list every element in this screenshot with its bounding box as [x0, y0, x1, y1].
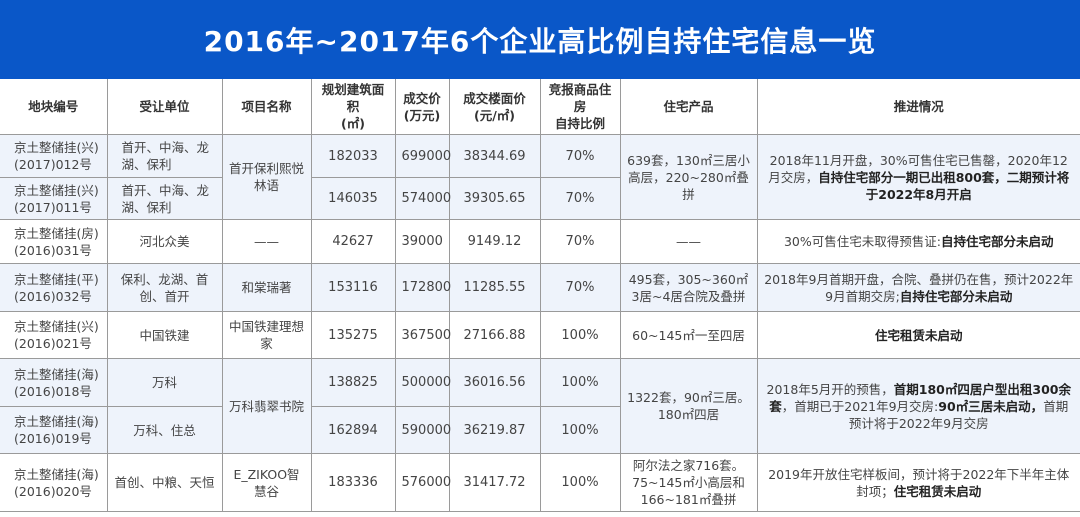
floor-price: 11285.55 — [448, 263, 541, 312]
header-product: 住宅产品 — [619, 79, 758, 135]
ratio: 70% — [539, 177, 620, 220]
floor-price: 36219.87 — [448, 406, 541, 454]
header-buyer: 受让单位 — [106, 79, 223, 135]
area: 153116 — [310, 263, 396, 312]
product: 阿尔法之家716套。75~145㎡小高层和166~181㎡叠拼 — [619, 453, 758, 512]
header-floor-price: 成交楼面价 (元/㎡) — [448, 79, 541, 135]
project-name: 和棠瑞著 — [221, 263, 312, 312]
buyer: 首开、中海、龙湖、保利 — [106, 134, 223, 178]
buyer: 首开、中海、龙湖、保利 — [106, 177, 223, 220]
area: 138825 — [310, 358, 396, 407]
price: 590000 — [394, 406, 451, 454]
project-name: —— — [221, 219, 312, 264]
floor-price: 36016.56 — [448, 358, 541, 407]
project-name: E_ZIKOO智慧谷 — [221, 453, 312, 512]
self-held-housing-table: 地块编号 受让单位 项目名称 规划建筑面积 (㎡) 成交价 (万元) 成交楼面价 (元… — [0, 79, 1080, 512]
progress: 2018年5月开的预售，首期180㎡四居户型出租300余套，首期已于2021年9… — [756, 358, 1080, 454]
header-row: 地块编号 受让单位 项目名称 规划建筑面积 (㎡) 成交价 (万元) 成交楼面价 (元… — [0, 79, 1080, 135]
floor-price: 27166.88 — [448, 311, 541, 359]
product: 1322套，90㎡三居。180㎡四居 — [619, 358, 758, 454]
price: 576000 — [394, 453, 451, 512]
ratio: 70% — [539, 134, 621, 178]
plot-id: 京土整储挂(海) (2016)019号 — [0, 406, 108, 454]
ratio: 100% — [539, 311, 621, 359]
plot-id: 京土整储挂(房) (2016)031号 — [0, 219, 108, 264]
table-row: 京土整储挂(房) (2016)031号 河北众美 —— 42627 39000 9… — [0, 219, 1080, 264]
buyer: 中国铁建 — [106, 311, 223, 359]
plot-id: 京土整储挂(海) (2016)018号 — [0, 358, 108, 407]
table-row: 京土整储挂(海) (2016)018号 万科 万科翡翠书院 138825 5000… — [0, 358, 1080, 454]
table-row: 京土整储挂(兴) (2017)012号 首开、中海、龙湖、保利 首开保利熙悦林语 … — [0, 134, 1080, 220]
price: 500000 — [394, 358, 451, 407]
table-row: 京土整储挂(平) (2016)032号 保利、龙湖、首创、首开 和棠瑞著 1531… — [0, 263, 1080, 312]
plot-id: 京土整储挂(兴) (2017)012号 — [0, 134, 108, 178]
buyer: 河北众美 — [106, 219, 223, 264]
price: 699000 — [394, 134, 451, 178]
price: 172800 — [394, 263, 451, 312]
product: 639套，130㎡三居小高层，220~280㎡叠拼 — [619, 134, 758, 220]
project-name: 万科翡翠书院 — [221, 358, 312, 454]
plot-id: 京土整储挂(平) (2016)032号 — [0, 263, 108, 312]
ratio: 70% — [539, 263, 621, 312]
ratio: 70% — [539, 219, 621, 264]
floor-price: 31417.72 — [448, 453, 541, 512]
price: 367500 — [394, 311, 451, 359]
floor-price: 9149.12 — [448, 219, 541, 264]
plot-id: 京土整储挂(兴) (2016)021号 — [0, 311, 108, 359]
header-plot-id: 地块编号 — [0, 79, 108, 135]
header-ratio: 竞报商品住房 自持比例 — [539, 79, 621, 135]
page-title: 2016年~2017年6个企业高比例自持住宅信息一览 — [203, 24, 877, 58]
plot-id: 京土整储挂(海) (2016)020号 — [0, 453, 108, 512]
table-row: 京土整储挂(海) (2016)019号 万科、住总 162894 590000 3… — [0, 406, 1080, 454]
buyer: 保利、龙湖、首创、首开 — [106, 263, 223, 312]
area: 162894 — [310, 406, 396, 454]
ratio: 100% — [539, 358, 621, 407]
progress: 2018年9月首期开盘，合院、叠拼仍在售，预计2022年9月首期交房;自持住宅部… — [756, 263, 1080, 312]
product: —— — [619, 219, 758, 264]
ratio: 100% — [539, 453, 621, 512]
progress: 2018年11月开盘，30%可售住宅已售罄，2020年12月交房，自持住宅部分一… — [756, 134, 1080, 220]
area: 146035 — [310, 177, 396, 220]
progress: 住宅租赁未启动 — [756, 311, 1080, 359]
plot-id: 京土整储挂(兴) (2017)011号 — [0, 177, 108, 220]
project-name: 中国铁建理想家 — [221, 311, 312, 359]
product: 60~145㎡一至四居 — [619, 311, 758, 359]
project-name: 首开保利熙悦林语 — [221, 134, 312, 220]
table-row: 京土整储挂(海) (2016)020号 首创、中粮、天恒 E_ZIKOO智慧谷 1… — [0, 453, 1080, 512]
header-progress: 推进情况 — [756, 79, 1080, 135]
product: 495套，305~360㎡3居~4居合院及叠拼 — [619, 263, 758, 312]
header-price: 成交价 (万元) — [394, 79, 450, 135]
buyer: 首创、中粮、天恒 — [106, 453, 223, 512]
title-banner: 2016年~2017年6个企业高比例自持住宅信息一览 — [0, 0, 1080, 79]
progress: 2019年开放住宅样板间，预计将于2022年下半年主体封项；住宅租赁未启动 — [756, 453, 1080, 512]
floor-price: 38344.69 — [448, 134, 541, 178]
header-area: 规划建筑面积 (㎡) — [310, 79, 396, 135]
header-project: 项目名称 — [221, 79, 312, 135]
area: 182033 — [310, 134, 396, 178]
buyer: 万科 — [106, 358, 223, 407]
floor-price: 39305.65 — [448, 177, 541, 220]
ratio: 100% — [539, 406, 620, 454]
area: 183336 — [310, 453, 396, 512]
table-row: 京土整储挂(兴) (2017)011号 首开、中海、龙湖、保利 146035 57… — [0, 177, 1080, 220]
progress: 30%可售住宅未取得预售证:自持住宅部分未启动 — [756, 219, 1080, 264]
area: 42627 — [310, 219, 396, 264]
table-row: 京土整储挂(兴) (2016)021号 中国铁建 中国铁建理想家 135275 3… — [0, 311, 1080, 359]
price: 39000 — [394, 219, 450, 264]
price: 574000 — [394, 177, 451, 220]
buyer: 万科、住总 — [106, 406, 223, 454]
area: 135275 — [310, 311, 396, 359]
